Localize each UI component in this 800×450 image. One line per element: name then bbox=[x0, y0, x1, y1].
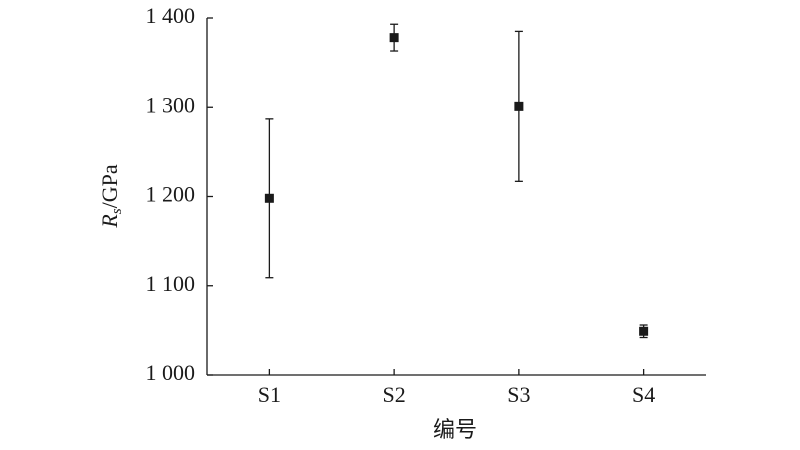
marker bbox=[639, 326, 649, 336]
x-tick-label: S2 bbox=[383, 382, 406, 407]
x-axis-label: 编号 bbox=[433, 417, 477, 442]
x-tick-label: S1 bbox=[258, 382, 281, 407]
x-tick-label: S4 bbox=[632, 382, 655, 407]
y-tick-label: 1 100 bbox=[146, 271, 196, 296]
marker bbox=[389, 33, 399, 43]
y-tick-label: 1 000 bbox=[146, 360, 196, 385]
marker bbox=[514, 101, 524, 111]
y-tick-label: 1 200 bbox=[146, 182, 196, 207]
y-tick-label: 1 400 bbox=[146, 3, 196, 28]
y-axis-label: Rs/GPa bbox=[97, 164, 125, 229]
marker bbox=[264, 193, 274, 203]
y-tick-label: 1 300 bbox=[146, 92, 196, 117]
x-tick-label: S3 bbox=[507, 382, 530, 407]
